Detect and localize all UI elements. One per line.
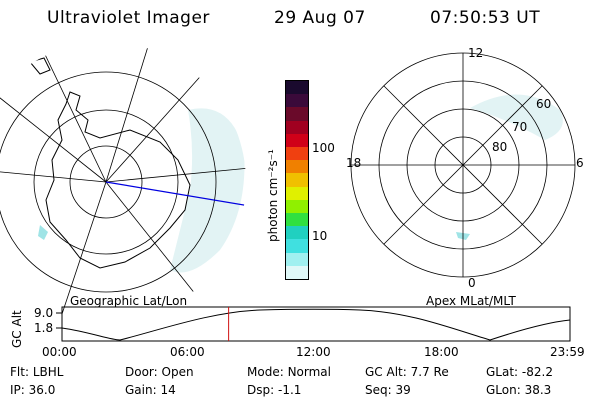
gain-info: Gain: 14 — [125, 383, 176, 397]
time-tick-2359: 23:59 — [550, 345, 585, 359]
time-tick-0600: 06:00 — [170, 345, 205, 359]
colorbar-swatch — [286, 199, 308, 214]
colorbar-swatch — [286, 94, 308, 108]
colorbar-swatch — [286, 81, 308, 95]
flt-info: Flt: LBHL — [10, 365, 64, 379]
mlat-label-80: 80 — [492, 140, 508, 154]
door-info: Door: Open — [125, 365, 194, 379]
mlat-label-70: 70 — [512, 120, 528, 134]
colorbar — [285, 80, 309, 280]
terminator-line — [105, 181, 246, 207]
time-tick-1200: 12:00 — [296, 345, 331, 359]
glat-info: GLat: -82.2 — [486, 365, 553, 379]
instrument-title: Ultraviolet Imager — [47, 8, 210, 28]
colorbar-tick-10: 10 — [312, 229, 328, 243]
gc-alt-info: GC Alt: 7.7 Re — [365, 365, 449, 379]
colorbar-swatch — [286, 160, 308, 174]
apex-caption: Apex MLat/MLT — [426, 294, 516, 308]
mlt-label-12: 12 — [468, 46, 484, 60]
time-tick-0000: 00:00 — [42, 345, 77, 359]
mode-info: Mode: Normal — [247, 365, 331, 379]
time-tick-1800: 18:00 — [424, 345, 459, 359]
colorbar-swatch — [286, 252, 308, 266]
colorbar-tick-100: 100 — [312, 141, 335, 155]
colorbar-swatch — [286, 133, 308, 148]
colorbar-swatch — [286, 265, 308, 280]
header-time: 07:50:53 UT — [430, 8, 541, 28]
colorbar-swatch — [286, 213, 308, 227]
geographic-grid — [0, 42, 246, 322]
ip-info: IP: 36.0 — [10, 383, 56, 397]
colorbar-swatch — [286, 173, 308, 187]
colorbar-swatch — [286, 107, 308, 121]
colorbar-swatch — [286, 186, 308, 200]
colorbar-swatch — [286, 120, 308, 134]
header-date: 29 Aug 07 — [274, 8, 366, 28]
colorbar-swatch — [286, 239, 308, 253]
altitude-tick-9: 9.0 — [34, 306, 54, 320]
altitude-tick-1.8: 1.8 — [34, 321, 54, 335]
seq-info: Seq: 39 — [365, 383, 411, 397]
dsp-info: Dsp: -1.1 — [247, 383, 302, 397]
colorbar-label: photon cm⁻²s⁻¹ — [266, 149, 280, 242]
mlt-label-6: 6 — [576, 156, 584, 170]
colorbar-swatch — [286, 147, 308, 161]
colorbar-swatch — [286, 226, 308, 240]
mlt-label-18: 18 — [346, 156, 362, 170]
glon-info: GLon: 38.3 — [486, 383, 552, 397]
altitude-ylabel: GC Alt — [10, 310, 24, 348]
mlat-label-60: 60 — [536, 97, 552, 111]
geographic-caption: Geographic Lat/Lon — [70, 294, 188, 308]
mlt-label-0: 0 — [468, 276, 476, 290]
